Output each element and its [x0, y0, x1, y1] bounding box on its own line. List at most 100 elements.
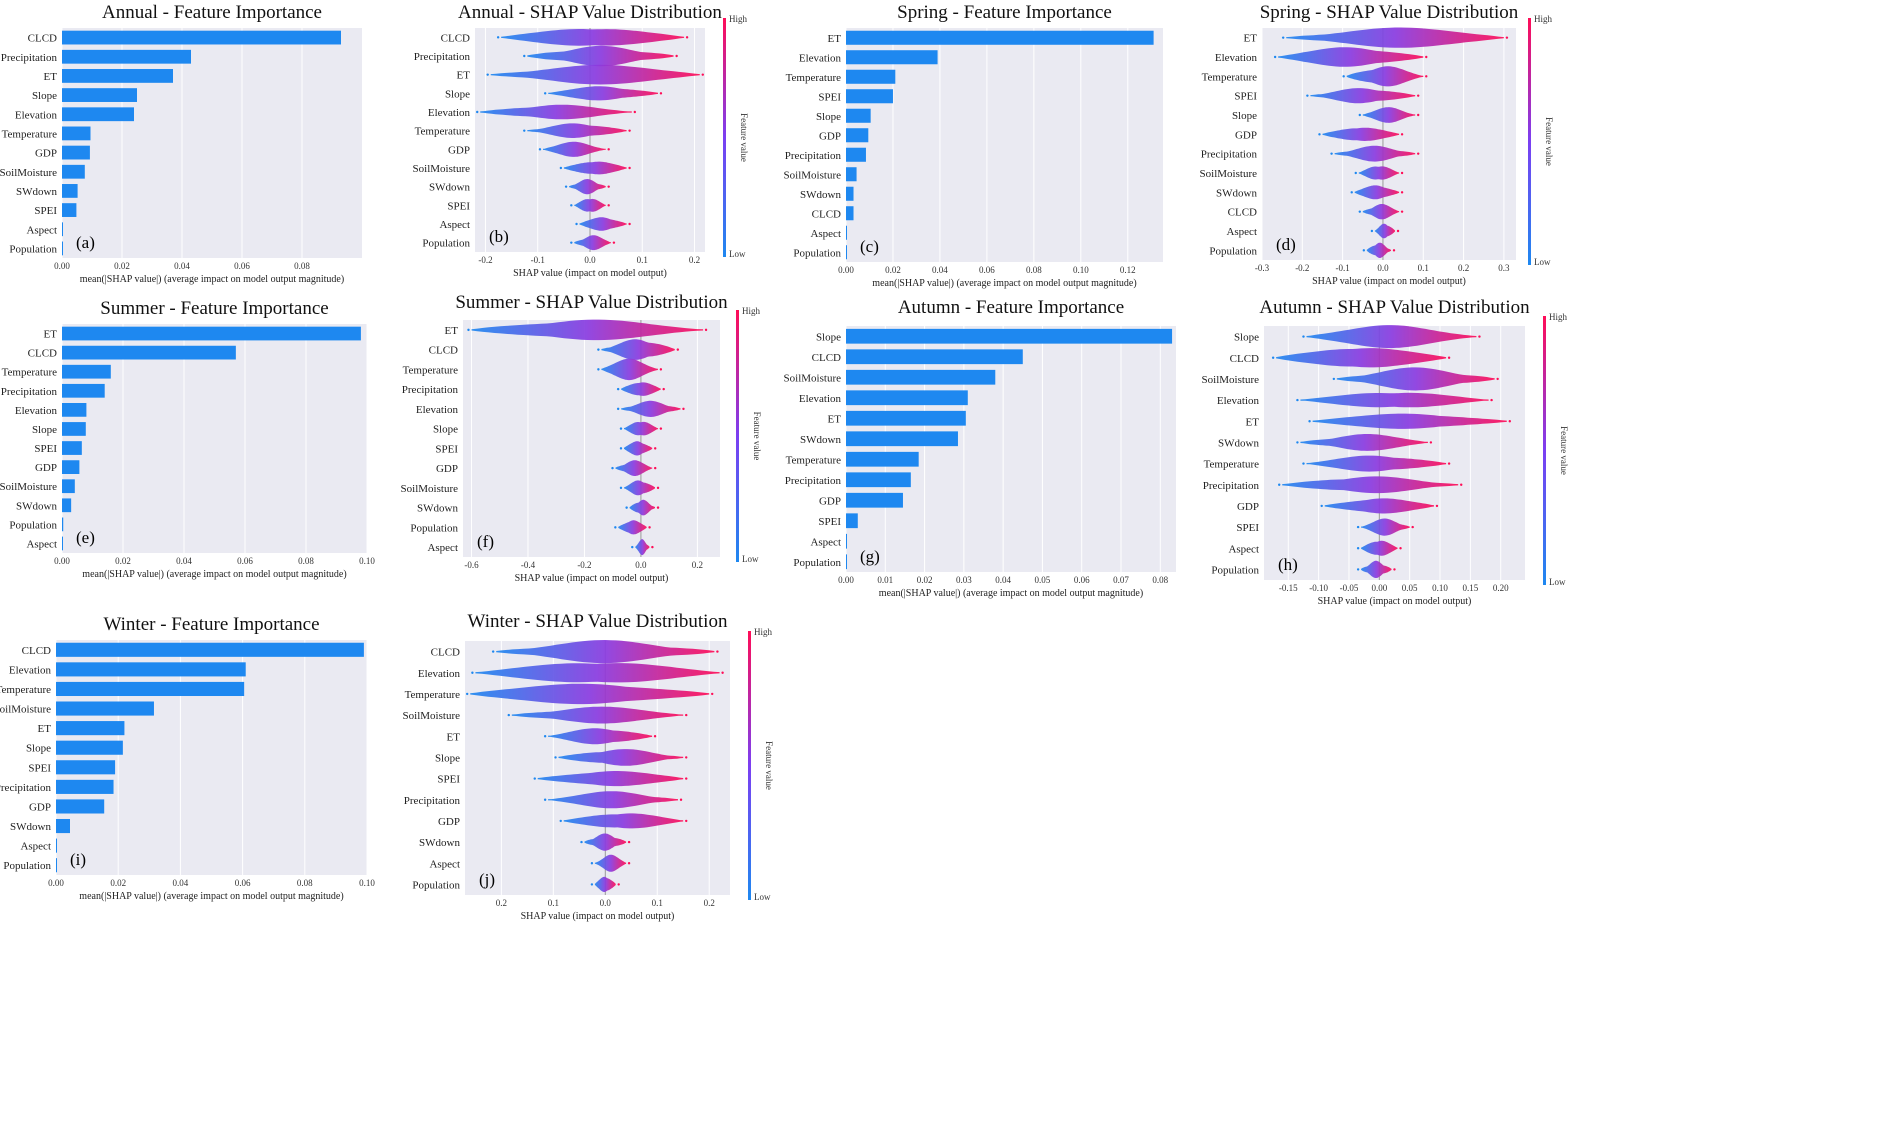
- bar: [62, 145, 90, 160]
- y-tick-label: Precipitation: [785, 150, 842, 162]
- bar: [846, 128, 869, 143]
- colorbar-high-label: High: [742, 306, 761, 316]
- bar: [62, 422, 86, 436]
- colorbar: [736, 310, 739, 562]
- colorbar-high-label: High: [1534, 14, 1553, 24]
- x-tick-label: 0.08: [1152, 575, 1168, 585]
- y-tick-label: Elevation: [15, 109, 58, 121]
- y-tick-label: Population: [1209, 245, 1257, 257]
- y-tick-label: CLCD: [431, 647, 460, 659]
- outlier-point: [1478, 335, 1481, 338]
- bar: [846, 410, 966, 426]
- x-tick-label: 0.02: [917, 575, 933, 585]
- outlier-point: [628, 222, 631, 226]
- bar: [62, 184, 78, 198]
- outlier-point: [654, 466, 657, 470]
- x-tick-label: 0.02: [885, 265, 901, 275]
- outlier-point: [633, 110, 637, 114]
- x-tick-label: -0.2: [577, 560, 591, 570]
- y-tick-label: Elevation: [799, 52, 842, 64]
- outlier-point: [471, 671, 474, 674]
- panel-label: (c): [860, 237, 879, 256]
- violin: [563, 161, 627, 175]
- x-tick-label: 0.0: [635, 560, 647, 570]
- violin: [548, 728, 653, 745]
- plot-background: [62, 28, 362, 258]
- x-tick-label: -0.1: [531, 255, 545, 265]
- y-tick-label: Slope: [32, 90, 57, 102]
- x-tick-label: 0.12: [1120, 265, 1136, 275]
- y-tick-label: Elevation: [416, 404, 459, 416]
- panel-label: (b): [489, 227, 509, 246]
- x-tick-label: 0.04: [176, 556, 192, 566]
- colorbar-label: Feature value: [739, 113, 749, 162]
- x-tick-label: 0.0: [584, 255, 596, 265]
- outlier-point: [1273, 55, 1277, 59]
- x-tick-label: -0.15: [1279, 583, 1298, 593]
- outlier-point: [467, 328, 470, 332]
- panel-label: (g): [860, 547, 880, 566]
- x-tick-label: 0.1: [548, 898, 559, 908]
- outlier-point: [614, 526, 617, 529]
- bar: [846, 328, 1173, 344]
- outlier-point: [543, 92, 547, 95]
- x-tick-label: 0.1: [652, 898, 663, 908]
- bar: [62, 30, 341, 45]
- y-tick-label: Population: [3, 860, 51, 872]
- outlier-point: [617, 883, 620, 886]
- bar: [62, 203, 77, 217]
- violin: [1361, 560, 1392, 578]
- colorbar-high-label: High: [754, 627, 773, 637]
- chart-title: Spring - Feature Importance: [897, 2, 1112, 23]
- y-tick-label: ET: [447, 731, 461, 743]
- y-tick-label: SPEI: [1236, 522, 1259, 534]
- violin: [1282, 476, 1459, 494]
- y-tick-label: Precipitation: [1, 386, 58, 398]
- y-tick-label: SWdown: [16, 500, 57, 512]
- y-tick-label: Temperature: [415, 126, 471, 138]
- y-tick-label: Slope: [816, 111, 841, 123]
- bar: [62, 326, 361, 341]
- bar: [846, 554, 847, 570]
- bar: [56, 662, 246, 677]
- violin: [470, 683, 710, 705]
- x-tick-label: 0.0: [1377, 263, 1389, 273]
- y-tick-label: Aspect: [26, 224, 57, 236]
- outlier-point: [1400, 133, 1404, 136]
- y-tick-label: SoilMoisture: [1200, 168, 1258, 180]
- outlier-point: [1417, 152, 1420, 155]
- outlier-point: [1460, 483, 1463, 486]
- colorbar-high-label: High: [729, 14, 748, 24]
- x-tick-label: 0.08: [294, 261, 310, 271]
- y-tick-label: Aspect: [810, 228, 841, 240]
- violin: [1300, 392, 1489, 408]
- y-tick-label: Temperature: [2, 367, 58, 379]
- outlier-point: [659, 427, 663, 430]
- chart-b: -0.2 -0.1 0.0 0.1 0.2 Annual - SHAP Value Dis…: [413, 2, 749, 279]
- panel-label: (d): [1276, 235, 1296, 254]
- bar: [846, 349, 1023, 365]
- y-tick-label: CLCD: [812, 208, 841, 220]
- y-tick-label: SPEI: [437, 774, 460, 786]
- x-tick-label: 0.06: [979, 265, 995, 275]
- plot-background: [56, 640, 367, 875]
- bar: [62, 241, 63, 256]
- y-tick-label: GDP: [436, 463, 458, 475]
- bar: [56, 779, 114, 794]
- x-tick-label: 0.1: [1418, 263, 1429, 273]
- bar: [62, 69, 173, 83]
- x-tick-label: 0.00: [838, 575, 854, 585]
- y-tick-label: Slope: [433, 424, 458, 436]
- violin: [1312, 413, 1507, 429]
- outlier-point: [1396, 229, 1400, 233]
- violin: [1361, 540, 1398, 556]
- outlier-point: [627, 840, 631, 844]
- y-tick-label: GDP: [35, 462, 57, 474]
- violin: [471, 319, 704, 341]
- y-tick-label: Aspect: [20, 841, 51, 853]
- x-axis-label: SHAP value (impact on model output): [515, 573, 669, 584]
- x-tick-label: 0.2: [496, 898, 507, 908]
- violin: [594, 854, 627, 872]
- y-tick-label: Slope: [445, 88, 470, 100]
- colorbar-low-label: Low: [754, 892, 771, 902]
